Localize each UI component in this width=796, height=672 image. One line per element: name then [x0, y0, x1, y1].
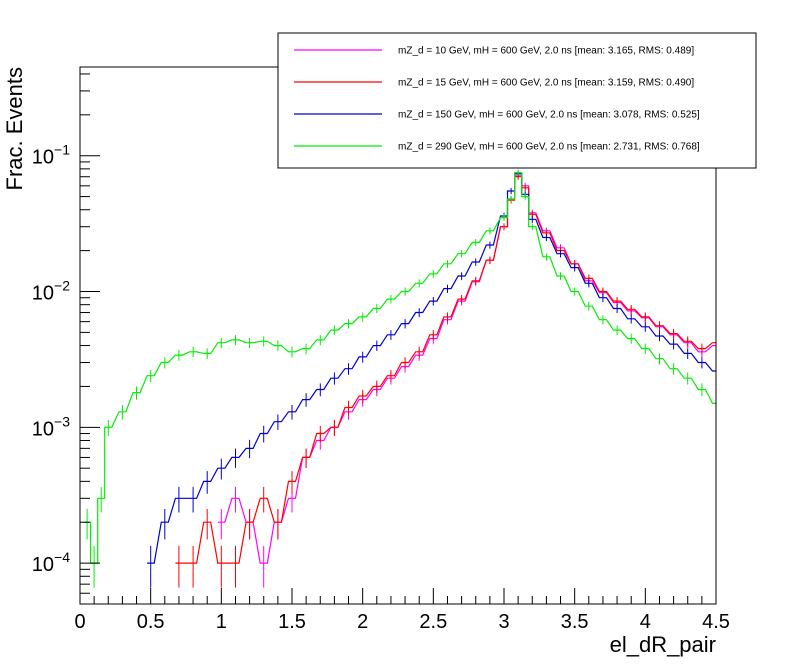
x-tick-label: 0.5	[137, 611, 165, 633]
x-tick-label: 3	[498, 611, 509, 633]
x-tick-label: 1	[216, 611, 227, 633]
legend-label-2: mZ_d = 150 GeV, mH = 600 GeV, 2.0 ns [me…	[398, 110, 700, 121]
legend-label-1: mZ_d = 15 GeV, mH = 600 GeV, 2.0 ns [mea…	[398, 78, 694, 89]
y-axis-title: Frac. Events	[2, 67, 27, 190]
legend-label-3: mZ_d = 290 GeV, mH = 600 GeV, 2.0 ns [me…	[398, 142, 700, 153]
x-tick-label: 3.5	[561, 611, 589, 633]
series-2	[147, 170, 717, 588]
x-tick-label: 4	[640, 611, 651, 633]
x-tick-label: 0	[74, 611, 85, 633]
x-axis-title: el_dR_pair	[610, 632, 716, 657]
axes-layer: 0 0.5 1 1.5 2 2.5 3 3.5 4 4.5 10−4 10−3 10−2 10−1	[32, 73, 730, 633]
x-tick-label: 1.5	[278, 611, 306, 633]
legend: mZ_d = 10 GeV, mH = 600 GeV, 2.0 ns [mea…	[277, 32, 757, 169]
y-tick-label: 10−1	[32, 142, 70, 169]
x-tick-label: 2.5	[419, 611, 447, 633]
x-tick-label: 4.5	[702, 611, 730, 633]
y-tick-label: 10−4	[32, 549, 70, 576]
y-tick-label: 10−2	[32, 278, 70, 305]
legend-label-0: mZ_d = 10 GeV, mH = 600 GeV, 2.0 ns [mea…	[398, 46, 694, 57]
y-tick-label: 10−3	[32, 413, 70, 440]
x-tick-label: 2	[357, 611, 368, 633]
